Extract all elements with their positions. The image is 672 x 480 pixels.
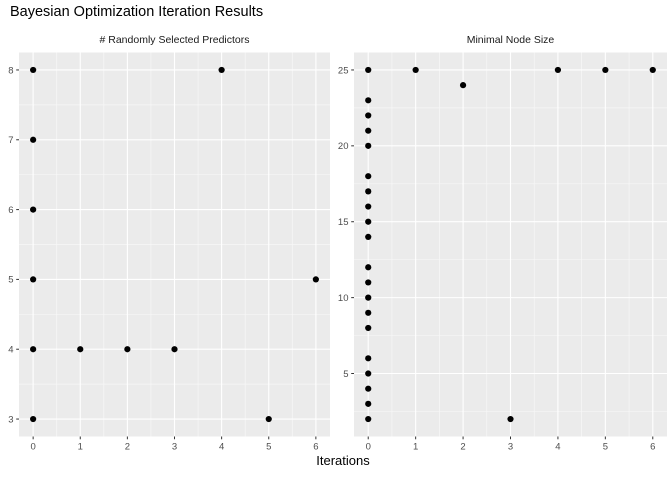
- data-point: [30, 346, 37, 353]
- data-point: [507, 415, 514, 423]
- data-point: [77, 346, 84, 353]
- y-tick-label: 10: [338, 293, 349, 304]
- data-point: [365, 127, 372, 134]
- data-point: [365, 415, 372, 423]
- data-point: [30, 136, 37, 143]
- data-point: [365, 324, 372, 332]
- data-point: [218, 66, 225, 74]
- x-axis-title: Iterations: [316, 453, 370, 468]
- data-point: [365, 385, 372, 392]
- y-tick-label: 15: [338, 217, 349, 228]
- data-point: [554, 66, 562, 74]
- x-tick-label: 1: [413, 442, 418, 453]
- y-tick-label: 5: [8, 275, 13, 286]
- plot-title: Bayesian Optimization Iteration Results: [10, 4, 264, 20]
- y-tick-label: 25: [338, 65, 349, 76]
- facet-strip-predictors-label: # Randomly Selected Predictors: [99, 34, 250, 46]
- x-tick-label: 2: [460, 442, 465, 453]
- x-tick-label: 6: [650, 442, 655, 453]
- axis-ticks-and-labels: 0 1 2 3 4 5 6 3 4 5 6 7 8: [8, 65, 318, 452]
- data-point: [365, 279, 372, 286]
- data-point: [459, 82, 467, 89]
- data-point: [124, 346, 131, 353]
- data-point: [365, 142, 372, 149]
- data-points: [365, 66, 656, 423]
- facet-strip-node-size: Minimal Node Size: [354, 30, 667, 50]
- x-tick-label: 6: [313, 442, 318, 453]
- y-tick-label: 8: [8, 65, 13, 76]
- data-point: [365, 233, 372, 241]
- data-point: [365, 188, 372, 195]
- facet-strip-predictors: # Randomly Selected Predictors: [19, 30, 330, 50]
- y-tick-label: 20: [338, 141, 349, 152]
- x-tick-label: 4: [555, 442, 560, 453]
- data-point: [365, 203, 372, 210]
- data-point: [649, 66, 656, 74]
- data-point: [365, 218, 372, 225]
- data-point: [365, 264, 372, 271]
- data-point: [365, 97, 372, 104]
- x-tick-label: 1: [78, 442, 83, 453]
- data-point: [365, 112, 372, 119]
- data-point: [602, 66, 609, 74]
- x-tick-label: 5: [603, 442, 608, 453]
- data-point: [265, 415, 272, 423]
- data-point: [365, 370, 372, 377]
- data-point: [312, 276, 319, 283]
- x-tick-label: 3: [172, 442, 177, 453]
- x-tick-label: 0: [30, 442, 35, 453]
- panel-node-size: 0 1 2 3 4 5 6 5 10 15 20 25: [338, 52, 667, 453]
- data-point: [30, 276, 37, 283]
- y-tick-label: 4: [8, 345, 13, 356]
- data-point: [171, 346, 178, 353]
- data-point: [365, 400, 372, 407]
- x-tick-label: 5: [266, 442, 271, 453]
- panel-predictors: 0 1 2 3 4 5 6 3 4 5 6 7 8: [8, 52, 330, 453]
- x-tick-label: 4: [219, 442, 224, 453]
- data-point: [412, 66, 419, 74]
- data-point: [365, 355, 372, 362]
- gridlines-major: [19, 52, 330, 437]
- data-point: [365, 309, 372, 316]
- x-tick-label: 2: [125, 442, 130, 453]
- data-point: [30, 415, 37, 423]
- x-tick-label: 3: [508, 442, 513, 453]
- data-point: [30, 206, 37, 213]
- data-point: [365, 294, 372, 301]
- y-tick-label: 7: [8, 135, 13, 146]
- data-point: [365, 173, 372, 180]
- y-tick-label: 5: [343, 369, 348, 380]
- data-point: [365, 66, 372, 74]
- x-tick-label: 0: [366, 442, 371, 453]
- axis-ticks-and-labels: 0 1 2 3 4 5 6 5 10 15 20 25: [338, 65, 655, 452]
- data-point: [30, 66, 37, 74]
- data-points: [30, 66, 319, 423]
- y-tick-label: 6: [8, 205, 13, 216]
- facet-strip-node-size-label: Minimal Node Size: [466, 34, 555, 46]
- y-tick-label: 3: [8, 414, 13, 425]
